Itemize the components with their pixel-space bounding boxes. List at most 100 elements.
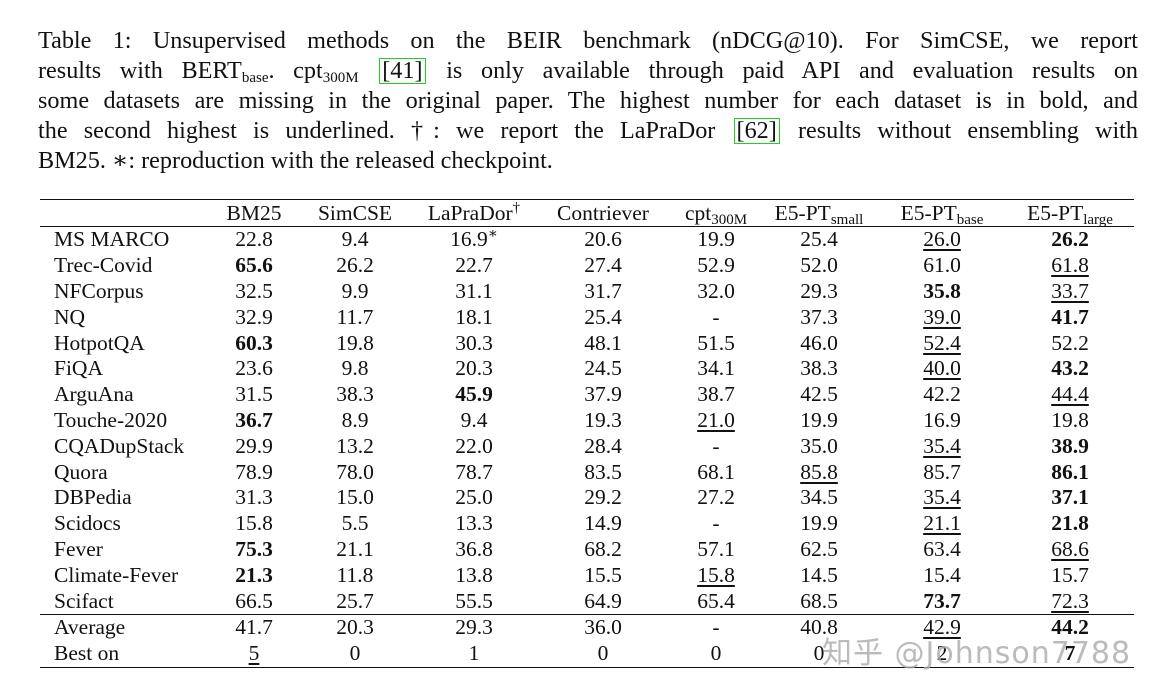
score-cell: 11.8	[296, 562, 414, 588]
score-cell: 23.6	[212, 356, 296, 382]
score-value: 21.0	[697, 407, 735, 432]
score-value: 29.9	[235, 433, 273, 458]
dataset-name: NQ	[54, 304, 86, 329]
score-value: 51.5	[697, 330, 735, 355]
score-cell: 21.8	[1006, 511, 1134, 537]
score-cell: 16.9	[878, 408, 1006, 434]
score-cell: 16.9∗	[414, 227, 534, 253]
score-value: 26.2	[336, 253, 374, 278]
score-value: 36.7	[235, 407, 273, 432]
score-value: 26.2	[1051, 227, 1089, 252]
score-value: 19.9	[697, 227, 735, 252]
score-cell: 46.0	[760, 330, 878, 356]
column-header: E5-PTsmall	[760, 199, 878, 227]
score-cell: 19.8	[1006, 408, 1134, 434]
score-cell: 52.0	[760, 253, 878, 279]
score-cell: 57.1	[672, 537, 760, 563]
score-cell: 38.3	[760, 356, 878, 382]
score-cell: 20.3	[414, 356, 534, 382]
header-subscript: base	[956, 211, 984, 228]
column-header: LaPraDor†	[414, 199, 534, 227]
score-cell: 26.2	[296, 253, 414, 279]
score-cell: 25.4	[760, 227, 878, 253]
score-cell: 2	[878, 640, 1006, 668]
score-value: 23.6	[235, 356, 273, 381]
citation-link-62[interactable]: [62]	[733, 118, 780, 144]
score-value: 22.0	[455, 433, 493, 458]
score-cell: 8.9	[296, 408, 414, 434]
score-value: 32.0	[697, 278, 735, 303]
score-cell: 72.3	[1006, 588, 1134, 614]
score-value: 30.3	[455, 330, 493, 355]
score-superscript: ∗	[487, 226, 498, 243]
score-cell: 35.8	[878, 279, 1006, 305]
score-value: 22.7	[455, 253, 493, 278]
score-cell: 31.3	[212, 485, 296, 511]
score-cell: 52.9	[672, 253, 760, 279]
score-cell: 68.6	[1006, 537, 1134, 563]
score-value: 42.5	[800, 382, 838, 407]
score-cell: 55.5	[414, 588, 534, 614]
score-value: 11.7	[336, 304, 374, 329]
score-value: 29.3	[800, 278, 838, 303]
score-value: 44.2	[1051, 615, 1089, 640]
summary-row: Average 41.7 20.3 29.3 36.0 - 40.8 42.9 44.2	[40, 613, 1134, 641]
watermark: 知乎 @Johnson7788	[822, 636, 1132, 671]
table-row: Fever 75.3 21.1 36.8 68.2 57.1 62.5 63.4 68.6	[40, 537, 1134, 563]
score-cell: 40.0	[878, 356, 1006, 382]
table-row: Quora 78.9 78.0 78.7 83.5 68.1 85.8 85.7 86.1	[40, 459, 1134, 485]
score-value: 68.5	[800, 588, 838, 613]
score-value: 9.8	[341, 356, 369, 381]
score-cell: 22.8	[212, 227, 296, 253]
score-value: 31.5	[235, 382, 273, 407]
score-cell: -	[672, 511, 760, 537]
caption-line-3: some datasets are missing in the origina…	[38, 87, 1138, 114]
score-value: 78.7	[455, 459, 493, 484]
score-cell: 25.4	[534, 304, 672, 330]
table-row: MS MARCO 22.8 9.4 16.9∗ 20.6 19.9 25.4 26.0 26.2	[40, 227, 1134, 253]
summary-row: Best on 5 0 1 0 0 0 2 7	[40, 640, 1134, 668]
score-value: 85.7	[923, 459, 961, 484]
citation-link-41[interactable]: [41]	[379, 58, 426, 84]
score-value: 64.9	[584, 588, 622, 613]
score-cell: 68.1	[672, 459, 760, 485]
score-value: 42.2	[923, 382, 961, 407]
score-value: 13.2	[336, 433, 374, 458]
score-value: 68.6	[1051, 536, 1089, 561]
score-cell: 25.7	[296, 588, 414, 614]
caption-line-4: the second highest is underlined. †: we …	[38, 117, 1138, 144]
score-value: 25.4	[800, 227, 838, 252]
column-header: cpt300M	[672, 199, 760, 227]
score-value: 2	[936, 641, 948, 666]
score-value: 26.0	[923, 227, 961, 252]
score-value: 37.9	[584, 382, 622, 407]
score-value: 31.3	[235, 485, 273, 510]
score-cell: 19.3	[534, 408, 672, 434]
score-value: 19.8	[1051, 407, 1089, 432]
score-cell: -	[672, 433, 760, 459]
score-value: 22.8	[235, 227, 273, 252]
score-value: 21.3	[235, 562, 273, 587]
score-cell: 15.7	[1006, 562, 1134, 588]
score-cell: 86.1	[1006, 459, 1134, 485]
header-label: E5-PT	[1027, 200, 1084, 225]
score-value: 25.4	[584, 304, 622, 329]
score-cell: 13.2	[296, 433, 414, 459]
score-cell: 66.5	[212, 588, 296, 614]
score-value: 65.4	[697, 588, 735, 613]
score-cell: 7	[1006, 640, 1134, 668]
score-cell: 40.8	[760, 613, 878, 641]
score-value: 78.9	[235, 459, 273, 484]
score-cell: 21.1	[296, 537, 414, 563]
score-value: 35.8	[923, 278, 961, 303]
score-value: 46.0	[800, 330, 838, 355]
score-cell: 64.9	[534, 588, 672, 614]
dataset-name: Trec-Covid	[54, 253, 153, 278]
score-value: 62.5	[800, 536, 838, 561]
score-cell: 24.5	[534, 356, 672, 382]
score-value: 40.8	[800, 615, 838, 640]
score-value: 52.9	[697, 253, 735, 278]
score-cell: 9.8	[296, 356, 414, 382]
score-value: 52.2	[1051, 330, 1089, 355]
score-cell: 29.2	[534, 485, 672, 511]
